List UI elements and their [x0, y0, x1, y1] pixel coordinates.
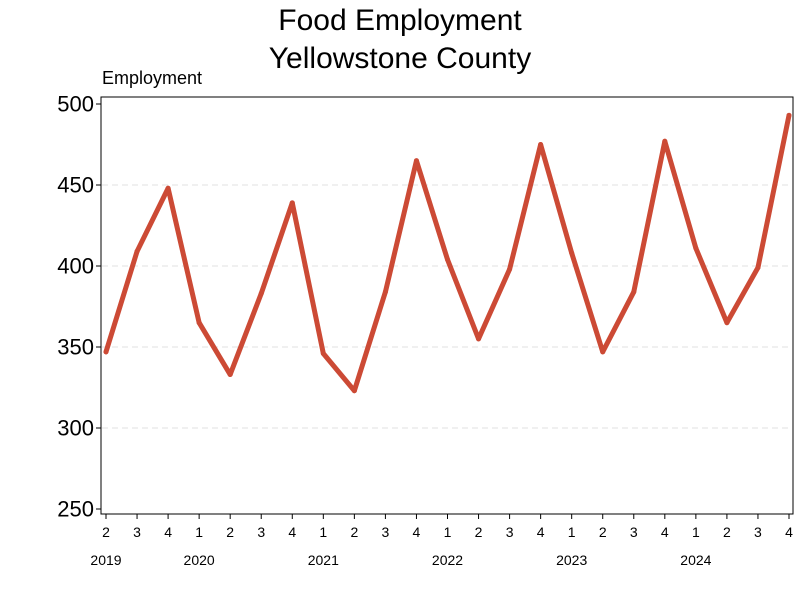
x-tick-label: 3: [754, 524, 762, 540]
y-tick-label: 500: [57, 92, 94, 117]
x-year-label: 2020: [184, 552, 215, 568]
x-tick-label: 4: [661, 524, 669, 540]
y-tick-label: 250: [57, 497, 94, 522]
data-point: [662, 138, 668, 144]
x-year-label: 2021: [308, 552, 339, 568]
data-point: [569, 250, 575, 256]
x-tick-label: 2: [475, 524, 483, 540]
data-point: [786, 112, 792, 118]
y-axis: 250 300 350 400 450 500: [57, 92, 101, 522]
x-tick-label: 3: [630, 524, 638, 540]
data-point: [351, 388, 357, 394]
data-point: [755, 265, 761, 271]
y-tick-label: 450: [57, 173, 94, 198]
data-point: [196, 320, 202, 326]
x-tick-label: 2: [102, 524, 110, 540]
x-tick-label: 4: [537, 524, 545, 540]
x-tick-label: 3: [133, 524, 141, 540]
x-tick-label: 4: [164, 524, 172, 540]
data-point: [165, 185, 171, 191]
x-tick-label: 2: [599, 524, 607, 540]
chart-title-line-2: Yellowstone County: [268, 42, 532, 75]
x-tick-label: 3: [382, 524, 390, 540]
series-layer: [103, 112, 792, 394]
x-tick-label: 1: [568, 524, 576, 540]
data-point: [507, 266, 513, 272]
y-axis-title: Employment: [102, 68, 203, 88]
data-point: [413, 158, 419, 164]
x-tick-label: 3: [257, 524, 265, 540]
x-tick-label: 4: [288, 524, 296, 540]
data-point: [600, 349, 606, 355]
y-tick-label: 400: [57, 254, 94, 279]
x-year-label: 2023: [556, 552, 587, 568]
x-tick-label: 1: [319, 524, 327, 540]
x-tick-label: 1: [444, 524, 452, 540]
y-tick-label: 350: [57, 335, 94, 360]
x-tick-label: 3: [506, 524, 514, 540]
data-point: [693, 245, 699, 251]
x-tick-label: 4: [785, 524, 793, 540]
y-tick-label: 300: [57, 416, 94, 441]
x-year-label: 2022: [432, 552, 463, 568]
series-line: [103, 112, 792, 394]
data-point: [258, 291, 264, 297]
x-tick-label: 2: [350, 524, 358, 540]
data-point: [724, 320, 730, 326]
x-axis: 2 3 4 1 2 3 4 1 2 3 4 1 2 3 4 1 2 3 4 1 2 3 4 2019 2020 2021 2022 2…: [90, 514, 793, 568]
data-point: [476, 336, 482, 342]
x-tick-label: 1: [692, 524, 700, 540]
data-point: [631, 289, 637, 295]
x-tick-label: 1: [195, 524, 203, 540]
plot-area-frame: [100, 96, 794, 515]
x-tick-label: 2: [723, 524, 731, 540]
data-point: [289, 200, 295, 206]
x-tick-label: 4: [413, 524, 421, 540]
data-point: [382, 289, 388, 295]
data-point: [103, 349, 109, 355]
data-point: [134, 248, 140, 254]
chart-title-line-1: Food Employment: [278, 4, 522, 37]
x-tick-label: 2: [226, 524, 234, 540]
data-point: [445, 257, 450, 263]
x-year-label: 2024: [680, 552, 711, 568]
data-point: [320, 350, 326, 356]
data-point: [538, 142, 544, 147]
x-year-label: 2019: [90, 552, 121, 568]
data-point: [227, 372, 233, 378]
